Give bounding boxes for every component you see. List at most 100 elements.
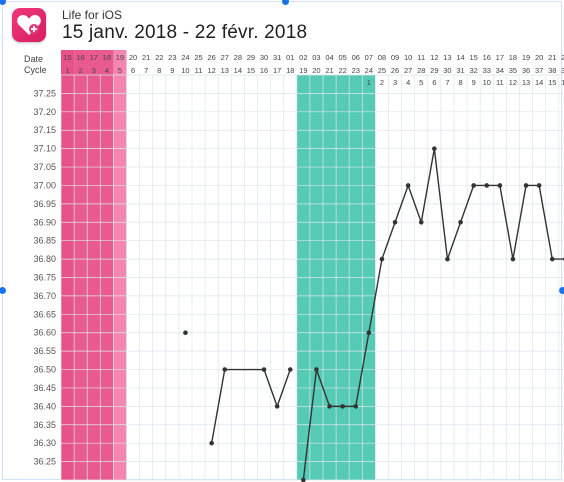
temperature-point [418,219,424,225]
resize-handle-top-left[interactable] [0,0,7,6]
temperature-point [209,440,214,446]
next-cycle-tick-label: 12 [509,78,517,87]
next-cycle-tick-label: 7 [445,78,449,87]
y-tick-label: 37.20 [33,107,56,117]
date-tick-label: 22 [155,53,163,62]
temperature-point [471,183,476,188]
cycle-tick-label: 26 [391,66,399,75]
temperature-point [445,256,450,262]
date-tick-label: 14 [456,53,464,62]
temperature-point [484,183,490,188]
date-tick-label: 20 [535,53,543,62]
cycle-tick-label: 29 [430,66,438,75]
y-tick-label: 36.50 [33,365,56,375]
next-cycle-tick-label: 14 [535,78,543,87]
cycle-tick-label: 5 [118,66,122,75]
y-tick-label: 36.75 [33,273,56,283]
date-tick-label: 01 [286,53,294,62]
temperature-point [458,219,463,225]
menstruation_dark-band-1 [74,50,114,480]
date-tick-label: 18 [509,53,517,62]
date-tick-label: 31 [273,53,281,62]
temperature-point [366,330,372,336]
date-tick-label: 02 [299,53,307,62]
y-tick-label: 36.40 [33,401,56,411]
temperature-point [222,367,228,372]
date-row-label: Date [24,54,44,64]
cycle-tick-label: 38 [548,66,556,75]
next-cycle-tick-label: 6 [432,78,436,87]
cycle-tick-label: 27 [404,66,412,75]
next-cycle-tick-label: 8 [458,78,462,87]
next-cycle-tick-label: 15 [548,78,556,87]
cycle-tick-label: 39 [561,66,564,75]
date-tick-label: 07 [365,53,373,62]
cycle-tick-label: 16 [260,66,268,75]
next-cycle-tick-label: 1 [367,78,371,87]
date-tick-label: 13 [443,53,451,62]
cycle-tick-label: 23 [352,66,360,75]
cycle-tick-label: 17 [273,66,281,75]
date-tick-label: 18 [103,53,111,62]
cycle-tick-label: 11 [195,66,203,75]
cycle-tick-label: 20 [312,66,320,75]
temperature-point [432,146,437,151]
date-tick-label: 16 [76,53,84,62]
cycle-tick-label: 19 [299,66,307,75]
date-tick-label: 21 [142,53,150,62]
temperature-point [549,256,555,262]
cycle-tick-label: 10 [181,66,189,75]
resize-handle-mid-left[interactable] [0,286,7,295]
temperature-point [497,183,503,188]
temperature-point [523,183,529,188]
cycle-tick-label: 12 [207,66,215,75]
temperature-point [314,367,319,372]
y-tick-label: 36.45 [33,383,56,393]
y-tick-label: 36.30 [33,438,56,448]
cycle-tick-label: 30 [443,66,451,75]
cycle-tick-label: 31 [456,66,464,75]
date-tick-label: 17 [90,53,98,62]
date-tick-label: 27 [221,53,229,62]
resize-handle-top-right[interactable] [281,0,290,6]
temperature-point [261,367,267,372]
y-tick-label: 36.80 [33,254,56,264]
temperature-point [287,367,293,372]
temperature-point [536,183,542,188]
date-tick-label: 26 [207,53,215,62]
menstruation_dark-band-0 [61,50,75,480]
y-tick-label: 36.35 [33,420,56,430]
y-tick-label: 36.55 [33,346,56,356]
temperature-point [327,404,332,409]
y-tick-label: 36.65 [33,309,56,319]
cycle-tick-label: 35 [509,66,517,75]
date-tick-label: 12 [430,53,438,62]
cycle-tick-label: 28 [417,66,425,75]
y-tick-label: 37.15 [33,125,56,135]
temperature-point [405,183,411,188]
cycle-tick-label: 8 [157,66,161,75]
next-cycle-tick-label: 9 [472,78,476,87]
date-tick-label: 08 [378,53,386,62]
date-tick-label: 16 [483,53,491,62]
date-tick-label: 05 [338,53,346,62]
menstruation_light-band-2 [113,50,127,480]
y-tick-label: 37.00 [33,180,56,190]
app-name: Life for iOS [62,8,123,22]
cycle-tick-label: 22 [338,66,346,75]
date-tick-label: 29 [247,53,255,62]
date-tick-label: 17 [496,53,504,62]
date-tick-label: 03 [312,53,320,62]
date-tick-label: 21 [548,53,556,62]
temperature-point [340,404,345,409]
date-tick-label: 11 [417,53,425,62]
next-cycle-tick-label: 4 [406,78,410,87]
date-tick-label: 06 [352,53,360,62]
cycle-tick-label: 25 [378,66,386,75]
date-tick-label: 15 [469,53,477,62]
date-tick-label: 09 [391,53,399,62]
y-tick-label: 36.25 [33,457,56,467]
cycle-tick-label: 7 [144,66,148,75]
date-tick-label: 20 [129,53,137,62]
